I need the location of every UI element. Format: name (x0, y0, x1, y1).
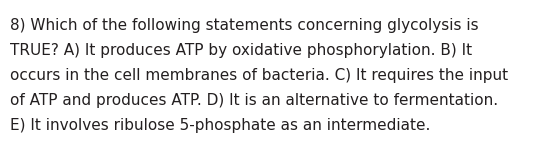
Text: of ATP and produces ATP. D) It is an alternative to fermentation.: of ATP and produces ATP. D) It is an alt… (10, 93, 498, 108)
Text: 8) Which of the following statements concerning glycolysis is: 8) Which of the following statements con… (10, 18, 479, 33)
Text: TRUE? A) It produces ATP by oxidative phosphorylation. B) It: TRUE? A) It produces ATP by oxidative ph… (10, 43, 472, 58)
Text: E) It involves ribulose 5-phosphate as an intermediate.: E) It involves ribulose 5-phosphate as a… (10, 118, 430, 133)
Text: occurs in the cell membranes of bacteria. C) It requires the input: occurs in the cell membranes of bacteria… (10, 68, 508, 83)
